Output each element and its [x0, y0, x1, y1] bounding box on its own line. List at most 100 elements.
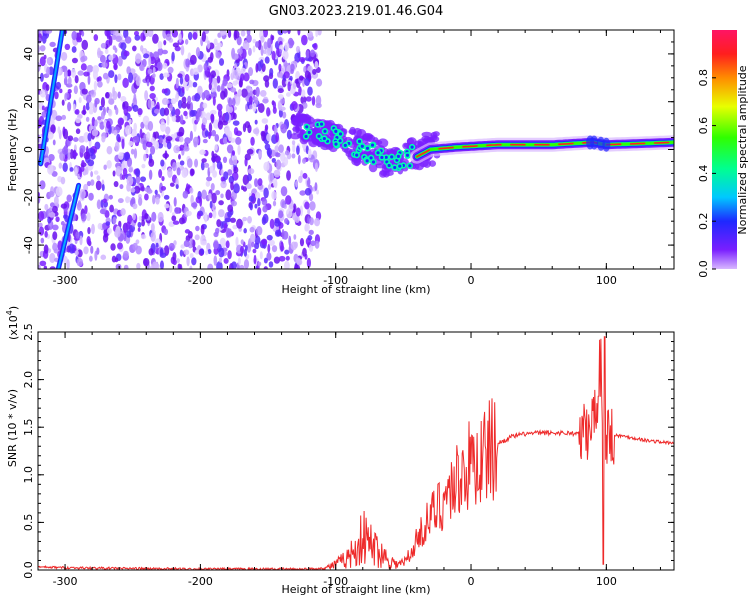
noise-speckle — [298, 57, 306, 63]
noise-speckle — [142, 140, 147, 151]
noise-speckle — [211, 91, 217, 99]
noise-speckle — [45, 84, 50, 92]
noise-speckle — [223, 171, 229, 181]
noise-speckle — [157, 211, 164, 223]
noise-speckle — [111, 35, 117, 40]
noise-speckle — [212, 96, 216, 106]
noise-speckle — [261, 198, 268, 206]
noise-speckle — [285, 92, 291, 97]
noise-speckle — [51, 171, 58, 177]
snr-y-ticks: 0.0 0.5 1.0 1.5 2.0 2.5 — [22, 323, 674, 579]
noise-speckle — [179, 114, 184, 125]
noise-speckle — [185, 210, 192, 217]
noise-speckle — [137, 227, 141, 232]
signal-core-red — [416, 141, 674, 158]
noise-speckle — [157, 41, 163, 49]
noise-speckle — [107, 109, 113, 117]
noise-speckle — [216, 75, 221, 84]
noise-speckle — [269, 218, 275, 230]
noise-speckle — [291, 153, 296, 159]
noise-speckle — [227, 30, 232, 39]
noise-speckle — [109, 204, 114, 213]
noise-speckle — [249, 226, 255, 233]
noise-speckle — [237, 257, 241, 266]
noise-speckle — [315, 30, 319, 38]
noise-speckle — [284, 150, 290, 156]
noise-speckle — [92, 65, 100, 74]
noise-speckle — [38, 196, 41, 204]
noise-speckle — [174, 207, 180, 215]
noise-speckle — [147, 68, 153, 75]
noise-speckle — [79, 235, 83, 246]
noise-speckle — [171, 30, 179, 38]
noise-speckle — [316, 189, 319, 195]
noise-speckle — [289, 39, 295, 46]
noise-speckle — [59, 88, 63, 94]
noise-speckle — [205, 112, 212, 121]
noise-speckle — [247, 47, 252, 56]
noise-speckle — [144, 30, 150, 38]
noise-speckle — [46, 57, 51, 65]
noise-speckle — [87, 238, 91, 246]
noise-speckle — [84, 205, 88, 215]
noise-speckle — [275, 132, 280, 143]
noise-speckle — [87, 75, 91, 85]
noise-speckle — [203, 89, 210, 99]
noise-speckle — [177, 99, 183, 109]
noise-speckle — [174, 108, 181, 117]
noise-speckle — [220, 169, 224, 176]
noise-speckle — [312, 68, 317, 75]
noise-speckle — [244, 121, 251, 129]
noise-speckle — [144, 90, 149, 101]
noise-speckle — [86, 180, 92, 187]
spectrum-x-axis-label: Height of straight line (km) — [281, 283, 430, 296]
transition-peak — [359, 143, 366, 150]
noise-speckle — [96, 175, 101, 181]
noise-speckle — [97, 116, 102, 121]
noise-speckle — [260, 45, 264, 57]
noise-speckle — [148, 169, 153, 180]
noise-speckle — [60, 203, 68, 209]
noise-speckle — [248, 96, 253, 105]
noise-speckle — [259, 89, 267, 97]
noise-speckle — [261, 238, 268, 246]
noise-speckle — [285, 255, 290, 261]
noise-speckle — [282, 111, 287, 119]
noise-speckle — [69, 167, 74, 172]
noise-speckle — [141, 163, 146, 169]
noise-speckle — [247, 215, 252, 224]
noise-speckle — [282, 50, 289, 60]
y-tick-label: 0.5 — [22, 514, 35, 532]
noise-speckle — [153, 108, 160, 114]
noise-speckle — [272, 200, 277, 207]
noise-speckle — [60, 51, 68, 61]
noise-speckle — [208, 131, 211, 140]
noise-speckle — [269, 68, 274, 77]
noise-speckle — [237, 89, 242, 97]
x-tick-label: -300 — [53, 274, 78, 287]
noise-speckle — [144, 193, 149, 201]
noise-speckle — [214, 134, 220, 142]
noise-speckle — [110, 30, 114, 35]
noise-speckle — [130, 148, 135, 155]
noise-speckle — [135, 168, 141, 177]
noise-speckle — [40, 237, 45, 244]
noise-speckle — [141, 219, 145, 227]
noise-speckle — [49, 252, 56, 264]
noise-speckle — [50, 124, 56, 134]
noise-speckle — [90, 179, 95, 186]
noise-speckle — [301, 157, 307, 164]
noise-speckle — [284, 42, 290, 51]
spectrum-y-axis-label: Frequency (Hz) — [6, 109, 19, 192]
noise-speckle — [213, 255, 218, 266]
noise-speckle — [132, 213, 136, 221]
noise-speckle — [39, 180, 46, 190]
noise-speckle — [225, 240, 230, 249]
noise-speckle — [66, 259, 70, 269]
noise-speckle — [181, 101, 188, 109]
noise-speckle — [139, 128, 143, 139]
noise-speckle — [277, 88, 284, 94]
noise-speckle — [81, 55, 88, 62]
noise-speckle — [268, 261, 274, 268]
noise-speckle — [165, 33, 172, 41]
